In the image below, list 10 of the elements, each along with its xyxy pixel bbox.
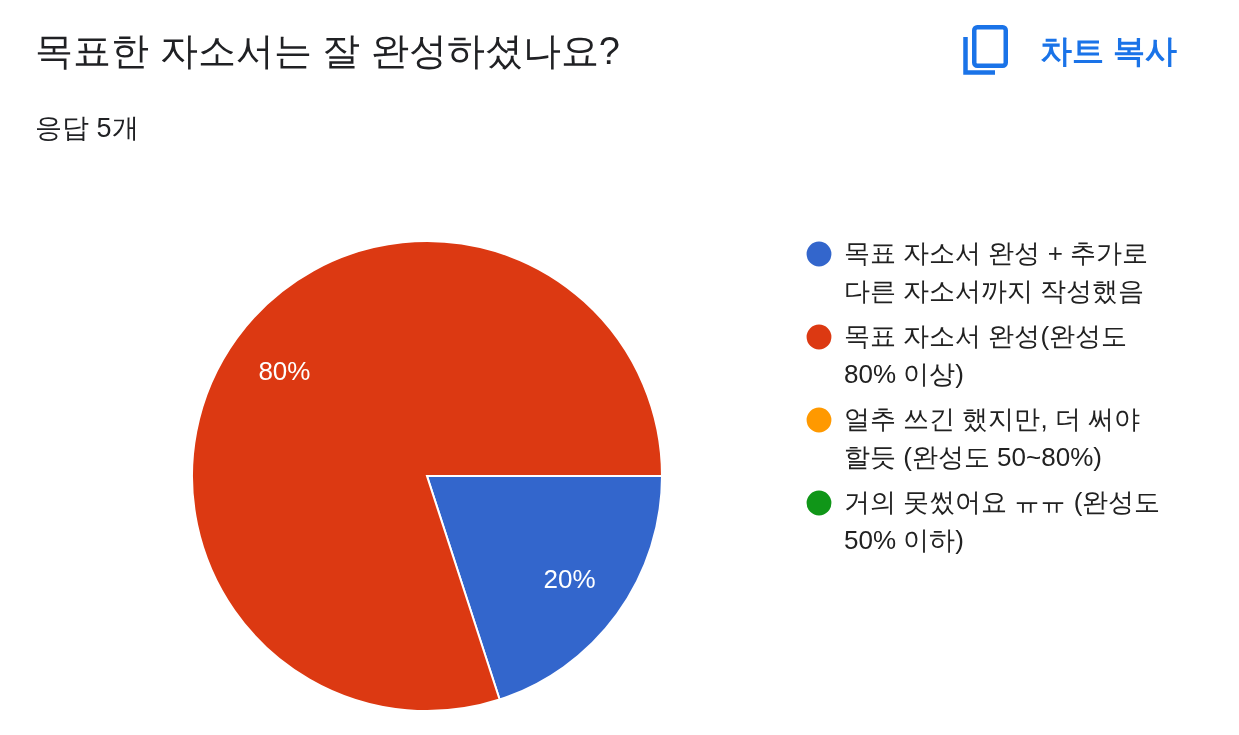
chart-subtitle: 응답 5개 — [35, 112, 139, 145]
legend-label: 목표 자소서 완성(완성도 80% 이상) — [844, 321, 1128, 389]
legend-label: 얼추 쓰긴 했지만, 더 써야 할듯 (완성도 50~80%) — [844, 404, 1141, 472]
legend-label: 목표 자소서 완성 + 추가로 다른 자소서까지 작성했음 — [844, 238, 1149, 306]
pie-slice — [191, 240, 663, 712]
chart-title: 목표한 자소서는 잘 완성하셨나요? — [35, 29, 620, 74]
data-label: 20% — [543, 563, 596, 594]
data-label: 80% — [258, 356, 311, 387]
text: 차트 복사 — [1040, 31, 1177, 71]
legend-label: 거의 못썼어요 ㅠㅠ (완성도 50% 이하) — [844, 487, 1161, 555]
